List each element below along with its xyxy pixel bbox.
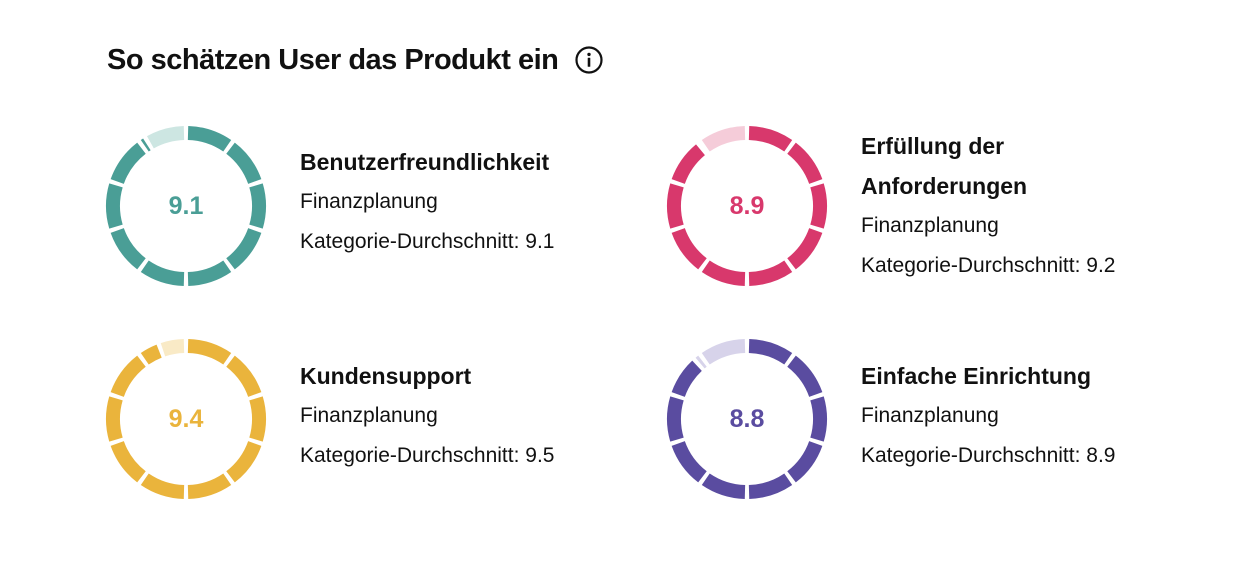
category-average-prefix: Kategorie-Durchschnitt: bbox=[861, 254, 1087, 277]
category-label: Finanzplanung bbox=[861, 214, 999, 237]
info-circle-icon[interactable] bbox=[574, 45, 604, 75]
ring-segment-filled bbox=[671, 144, 706, 185]
score-ring-chart bbox=[106, 339, 266, 499]
ring-segment-filled bbox=[140, 473, 185, 499]
category-label: Finanzplanung bbox=[300, 404, 438, 427]
score-value: 9.1 bbox=[168, 191, 204, 220]
ring-segment-filled bbox=[667, 396, 684, 442]
category-average: Kategorie-Durchschnitt: 9.1 bbox=[300, 222, 554, 262]
ring-segment-filled bbox=[787, 440, 823, 483]
rating-label: Kundensupport bbox=[300, 363, 472, 389]
ring-segment-filled bbox=[106, 396, 123, 442]
ring-segment-filled bbox=[110, 142, 146, 185]
category-average-prefix: Kategorie-Durchschnitt: bbox=[861, 444, 1087, 467]
ring-segment-empty bbox=[701, 339, 746, 365]
category-average-prefix: Kategorie-Durchschnitt: bbox=[300, 230, 526, 253]
ring-segment-empty bbox=[160, 339, 185, 357]
ring-segment-filled bbox=[787, 355, 823, 398]
ring-segment-filled bbox=[110, 227, 146, 270]
score-value: 9.4 bbox=[168, 404, 204, 433]
ring-segment-filled bbox=[187, 126, 232, 152]
score-ring: 8.9 bbox=[665, 124, 829, 288]
ring-segment-filled bbox=[748, 126, 793, 152]
ring-segment-filled bbox=[226, 355, 262, 398]
ring-segment-filled bbox=[748, 473, 793, 499]
ring-segment-filled bbox=[701, 473, 746, 499]
ring-segment-filled bbox=[787, 227, 823, 270]
ring-segment-filled bbox=[748, 339, 793, 365]
category-average-prefix: Kategorie-Durchschnitt: bbox=[300, 444, 526, 467]
ring-segment-filled bbox=[110, 355, 146, 398]
ring-segment-filled bbox=[249, 183, 266, 229]
ring-segment-filled bbox=[226, 142, 262, 185]
ring-segment-filled bbox=[667, 183, 684, 229]
ring-segment-filled bbox=[810, 183, 827, 229]
ring-segment-empty bbox=[701, 126, 746, 152]
page-title: So schätzen User das Produkt ein bbox=[107, 43, 559, 76]
ring-segment-filled bbox=[226, 227, 262, 270]
ring-segment-filled bbox=[748, 260, 793, 286]
rating-label: Benutzerfreundlichkeit bbox=[300, 149, 550, 175]
ring-segment-empty bbox=[146, 126, 185, 149]
score-ring-chart bbox=[667, 126, 827, 286]
rating-label: Einfache Einrichtung bbox=[861, 363, 1092, 389]
ring-segment-filled bbox=[701, 260, 746, 286]
rating-label: Erfüllung der Anforderungen bbox=[861, 133, 1028, 199]
ring-segment-filled bbox=[787, 142, 823, 185]
score-ring: 8.8 bbox=[665, 337, 829, 501]
section-header: So schätzen User das Produkt ein bbox=[107, 40, 604, 80]
category-average: Kategorie-Durchschnitt: 9.5 bbox=[300, 436, 554, 476]
ring-segment-filled bbox=[187, 339, 232, 365]
ring-segment-filled bbox=[110, 440, 146, 483]
ring-segment-filled bbox=[106, 183, 123, 229]
ring-segment-filled bbox=[140, 344, 162, 365]
ring-segment-filled bbox=[140, 260, 185, 286]
category-label: Finanzplanung bbox=[300, 190, 438, 213]
category-average-value: 9.2 bbox=[1086, 254, 1116, 277]
ring-segment-filled bbox=[140, 138, 151, 152]
score-ring-chart bbox=[106, 126, 266, 286]
score-ring: 9.1 bbox=[104, 124, 268, 288]
ring-segment-filled bbox=[226, 440, 262, 483]
score-value: 8.9 bbox=[729, 191, 765, 220]
ring-segment-filled bbox=[810, 396, 827, 442]
category-average: Kategorie-Durchschnitt: 8.9 bbox=[861, 436, 1115, 476]
score-value: 8.8 bbox=[729, 404, 765, 433]
category-average: Kategorie-Durchschnitt: 9.2 bbox=[861, 246, 1121, 286]
category-average-value: 9.5 bbox=[525, 444, 555, 467]
category-average-value: 9.1 bbox=[525, 230, 555, 253]
category-label: Finanzplanung bbox=[861, 404, 999, 427]
ring-segment-empty bbox=[695, 355, 707, 369]
ring-segment-filled bbox=[671, 227, 707, 270]
score-ring: 9.4 bbox=[104, 337, 268, 501]
score-ring-chart bbox=[667, 339, 827, 499]
category-average-value: 8.9 bbox=[1086, 444, 1116, 467]
ring-segment-filled bbox=[671, 360, 703, 398]
ring-segment-filled bbox=[187, 260, 232, 286]
ring-segment-filled bbox=[671, 440, 707, 483]
ring-segment-filled bbox=[249, 396, 266, 442]
ring-segment-filled bbox=[187, 473, 232, 499]
